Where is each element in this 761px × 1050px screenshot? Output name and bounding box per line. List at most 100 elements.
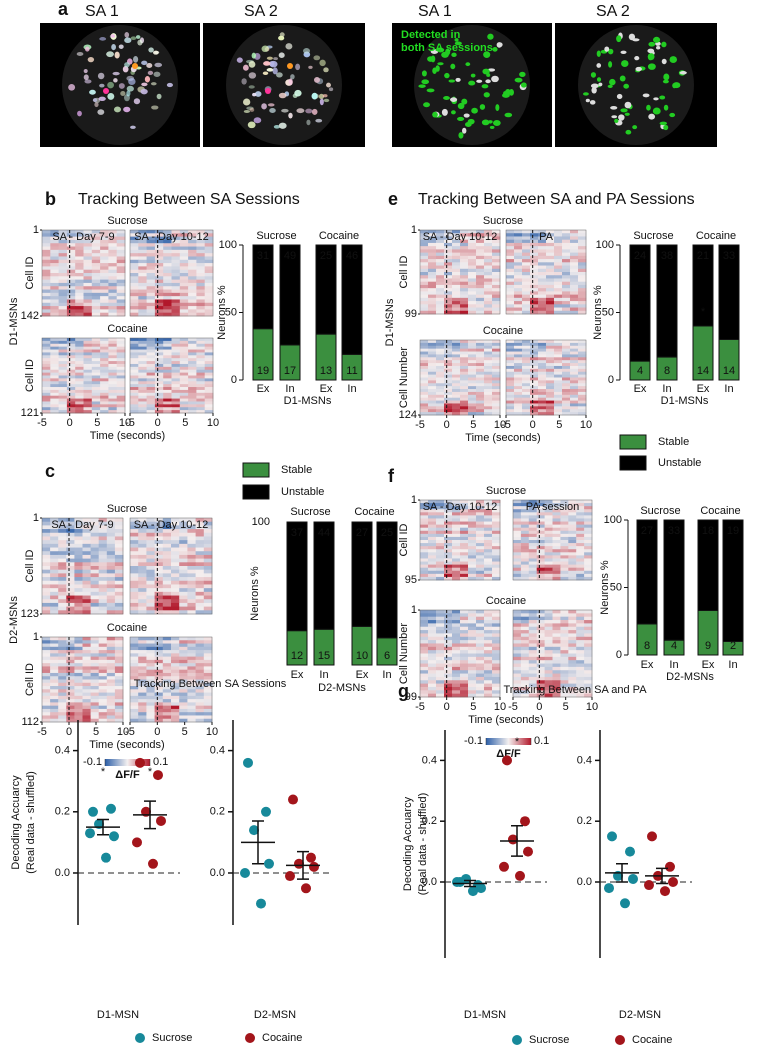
heatmap-cell: [196, 378, 206, 382]
heatmap-cell: [492, 368, 501, 373]
heatmap-cell: [560, 616, 569, 621]
heatmap-cell: [428, 540, 437, 544]
heatmap-cell: [444, 383, 453, 387]
heatmap-cell: [544, 663, 553, 668]
heatmap-cell: [75, 269, 84, 274]
heatmap-cell: [98, 554, 108, 560]
heatmap-cell: [162, 695, 172, 700]
heatmap-cell: [554, 397, 563, 401]
heatmap-cell: [50, 352, 59, 356]
heatmap-cell: [484, 252, 493, 257]
heatmap-cell: [50, 375, 59, 379]
heatmap-cell: [188, 378, 197, 382]
heatmap-cell: [506, 400, 515, 404]
heatmap-cell: [562, 252, 571, 257]
heatmap-cell: [187, 606, 196, 611]
heatmap-cell: [171, 676, 180, 680]
heatmap-cell: [538, 377, 547, 381]
cell-spot: [99, 83, 105, 88]
heatmap-cell: [196, 296, 206, 300]
heatmap-cell: [544, 646, 553, 651]
heatmap-cell: [90, 610, 100, 615]
cell-spot: [150, 82, 157, 86]
cell-spot: [618, 114, 625, 121]
heatmap-cell: [544, 686, 553, 691]
heatmap-cell: [428, 633, 437, 638]
heatmap-cell: [82, 521, 91, 526]
heatmap-cell: [484, 676, 493, 681]
heatmap-cell: [520, 670, 530, 674]
heatmap-cell: [562, 348, 571, 352]
heatmap-cell: [75, 299, 84, 304]
heatmap-cell: [530, 242, 539, 247]
heatmap-cell: [162, 591, 172, 596]
heatmap-cell: [452, 500, 461, 504]
heatmap-cell: [468, 239, 477, 244]
x-tick-label: -5: [37, 726, 47, 738]
heatmap-cell: [171, 273, 181, 277]
count-label: 18: [702, 525, 714, 537]
heatmap-cell: [513, 533, 522, 538]
heatmap-cell: [492, 412, 501, 416]
heatmap-cell: [195, 656, 205, 661]
heatmap-cell: [428, 268, 437, 273]
heatmap-cell: [196, 302, 206, 307]
heatmap-cell: [562, 340, 571, 344]
heatmap-cell: [171, 358, 181, 362]
heatmap-cell: [130, 715, 139, 720]
heatmap-cell: [520, 549, 530, 553]
heatmap-cell: [50, 389, 59, 394]
x-tick-label: In: [662, 383, 671, 395]
heatmap-cell: [562, 265, 571, 270]
heatmap-cell: [83, 366, 93, 371]
heatmap-cell: [560, 613, 569, 618]
heatmap-cell: [106, 702, 116, 707]
x-axis-label: Time (seconds): [468, 714, 543, 726]
heatmap-cell: [114, 525, 124, 530]
heatmap-cell: [546, 377, 555, 381]
heatmap-cell: [162, 679, 172, 684]
heatmap-cell: [538, 397, 547, 401]
heatmap-cell: [436, 255, 445, 260]
heatmap-cell: [179, 588, 188, 593]
heatmap-cell: [90, 584, 100, 589]
heatmap-cell: [195, 547, 205, 552]
heatmap-cell: [114, 646, 124, 651]
heatmap-cell: [536, 610, 545, 614]
heatmap-cell: [468, 397, 477, 401]
heatmap-cell: [204, 309, 214, 314]
heatmap-cell: [484, 297, 493, 302]
y-tick-label: 1: [411, 604, 417, 616]
heatmap-cell: [492, 640, 501, 644]
heatmap-cell: [468, 278, 477, 283]
heatmap-cell: [108, 372, 118, 376]
heatmap-cell: [154, 392, 164, 397]
heatmap-cell: [171, 387, 181, 391]
heatmap-cell: [100, 349, 109, 353]
heatmap-cell: [578, 342, 587, 347]
heatmap-cell: [50, 606, 59, 611]
heatmap-cell: [196, 410, 206, 414]
heatmap-cell: [538, 291, 547, 296]
heatmap-cell: [530, 342, 539, 347]
heatmap-group-title: Sucrose: [483, 215, 523, 227]
heatmap-cell: [98, 669, 108, 674]
heatmap-cell: [163, 253, 172, 257]
cell-spot: [481, 84, 489, 89]
heatmap-cell: [492, 275, 501, 279]
heatmap-cell: [484, 656, 493, 661]
heatmap-cell: [187, 699, 196, 703]
heatmap-cell: [460, 660, 469, 664]
heatmap-cell: [58, 289, 68, 294]
heatmap-cell: [436, 567, 445, 572]
heatmap-cell: [576, 683, 585, 688]
heatmap-cell: [420, 610, 429, 614]
heatmap-cell: [570, 294, 579, 299]
heatmap-cell: [58, 666, 67, 671]
heatmap-cell: [154, 715, 164, 720]
heatmap-cell: [196, 259, 206, 264]
heatmap-cell: [420, 377, 429, 381]
heatmap-cell: [138, 518, 147, 523]
heatmap-cell: [114, 682, 124, 687]
heatmap-cell: [188, 366, 197, 371]
